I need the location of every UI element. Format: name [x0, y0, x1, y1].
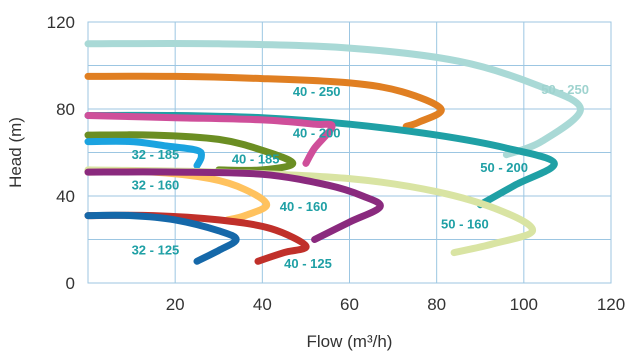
tick-labels: 20 40 60 80 100 120 0 40 80 120: [47, 13, 626, 314]
series-label-40-160: 40 - 160: [280, 199, 328, 214]
y-tick-label: 0: [66, 274, 75, 293]
series-label-50-200: 50 - 200: [480, 160, 528, 175]
series-label-32-125: 32 - 125: [132, 243, 180, 258]
x-tick-label: 40: [253, 295, 272, 314]
x-tick-label: 60: [340, 295, 359, 314]
x-tick-label: 20: [166, 295, 185, 314]
series-line-40-200: [84, 112, 336, 167]
series-label-50-250: 50 - 250: [541, 82, 589, 97]
series-label-50-160: 50 - 160: [441, 217, 489, 232]
grid: [87, 21, 612, 284]
curves: [84, 39, 584, 265]
series-line-32-125: [84, 211, 240, 265]
y-tick-label: 40: [56, 187, 75, 206]
series-label-32-185: 32 - 185: [132, 147, 180, 162]
x-tick-label: 120: [597, 295, 625, 314]
series-label-32-160: 32 - 160: [132, 177, 180, 192]
y-axis-title: Head (m): [6, 117, 25, 188]
y-tick-label: 80: [56, 100, 75, 119]
series-label-40-185: 40 - 185: [232, 151, 280, 166]
series-line-40-185: [84, 131, 297, 174]
x-axis-title: Flow (m³/h): [307, 332, 393, 351]
series-label-40-125: 40 - 125: [284, 256, 332, 271]
x-tick-label: 80: [427, 295, 446, 314]
series-line-40-160: [84, 168, 384, 243]
x-tick-label: 100: [510, 295, 538, 314]
series-line-32-185: [84, 137, 205, 170]
series-label-40-250: 40 - 250: [293, 84, 341, 99]
y-tick-label: 120: [47, 13, 75, 32]
series-line-40-250: [84, 72, 445, 130]
series-label-40-200: 40 - 200: [293, 125, 341, 140]
series-line-50-250: [84, 39, 584, 159]
curve-labels: 50 - 250 40 - 250 50 - 200 40 - 200 40 - 185…: [132, 82, 589, 271]
